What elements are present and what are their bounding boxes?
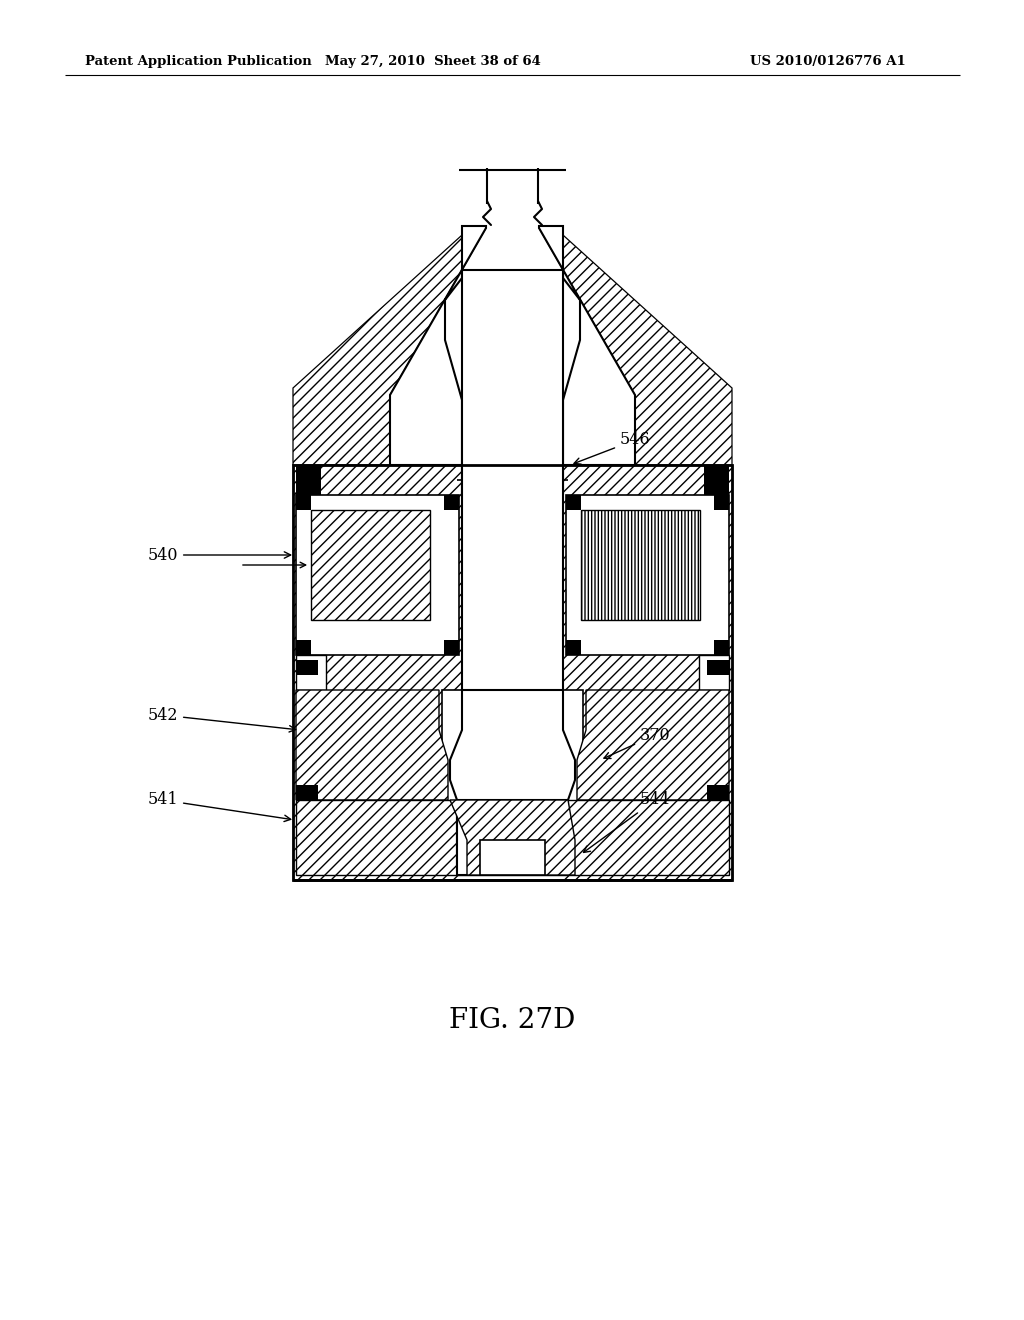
Bar	[707, 785, 729, 800]
Text: 542: 542	[147, 706, 296, 733]
Bar	[296, 495, 311, 510]
Text: 540: 540	[147, 546, 291, 564]
Bar	[462, 465, 563, 880]
Bar	[296, 483, 321, 495]
Bar	[296, 495, 459, 655]
Bar	[714, 495, 729, 510]
Bar	[293, 465, 732, 880]
Bar	[293, 465, 732, 880]
Bar	[296, 465, 321, 483]
Text: US 2010/0126776 A1: US 2010/0126776 A1	[750, 55, 906, 69]
Text: 541: 541	[147, 792, 291, 821]
Bar	[296, 655, 326, 690]
Polygon shape	[539, 226, 635, 465]
Bar	[705, 483, 729, 495]
Text: FIG. 27D: FIG. 27D	[449, 1006, 575, 1034]
Text: Patent Application Publication: Patent Application Publication	[85, 55, 311, 69]
Bar	[462, 271, 563, 870]
Bar	[296, 640, 311, 655]
Bar	[296, 785, 318, 800]
Bar	[444, 640, 459, 655]
Bar	[296, 660, 318, 675]
Bar	[714, 640, 729, 655]
Bar	[480, 840, 545, 875]
Text: 370: 370	[604, 726, 671, 759]
Bar	[457, 800, 568, 875]
Polygon shape	[539, 226, 732, 465]
Bar	[699, 655, 729, 690]
Bar	[442, 690, 583, 875]
Polygon shape	[577, 690, 729, 800]
Bar	[444, 495, 459, 510]
Bar	[566, 640, 581, 655]
Text: 546: 546	[574, 432, 650, 465]
Bar	[566, 495, 581, 510]
Text: 545: 545	[616, 546, 681, 564]
Polygon shape	[293, 226, 486, 465]
Text: 544: 544	[584, 792, 671, 853]
Text: May 27, 2010  Sheet 38 of 64: May 27, 2010 Sheet 38 of 64	[325, 55, 541, 69]
Bar	[296, 800, 729, 875]
Bar	[705, 465, 729, 483]
Polygon shape	[450, 690, 575, 870]
Polygon shape	[296, 690, 449, 800]
Polygon shape	[450, 800, 575, 875]
Bar	[311, 510, 430, 620]
Polygon shape	[390, 226, 486, 465]
Bar	[566, 495, 729, 655]
Bar	[581, 510, 700, 620]
Bar	[707, 660, 729, 675]
